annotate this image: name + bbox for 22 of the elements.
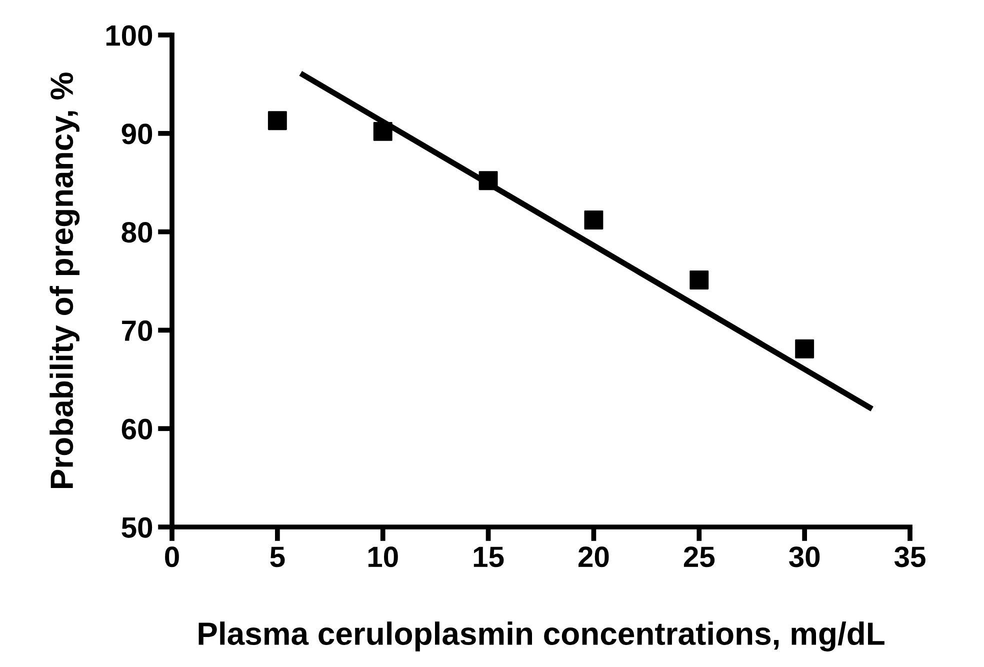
point — [268, 111, 287, 130]
point — [795, 339, 814, 358]
x-tick-label: 35 — [894, 546, 926, 568]
x-tick-label: 0 — [165, 546, 179, 568]
point — [478, 171, 498, 190]
point — [690, 270, 709, 290]
y-tick-label: 100 — [106, 25, 152, 46]
x-tick-label: 5 — [270, 546, 285, 568]
point — [373, 122, 392, 141]
x-tick-label: 10 — [368, 546, 398, 568]
y-tick-label: 90 — [122, 124, 152, 144]
y-axis-title: Probability of pregnancy, % — [50, 72, 80, 488]
x-axis-title: Plasma ceruloplasmin concentrations, mg/dL — [198, 622, 884, 652]
x-tick-label: 20 — [578, 546, 609, 568]
y-tick-label: 60 — [122, 418, 152, 440]
y-tick-label: 80 — [122, 222, 152, 243]
y-tick-label: 50 — [122, 517, 152, 538]
point — [584, 210, 604, 230]
x-tick-label: 30 — [789, 546, 820, 568]
x-tick-label: 15 — [474, 546, 504, 568]
x-tick-label: 25 — [684, 546, 715, 568]
y-tick-label: 70 — [122, 320, 152, 342]
